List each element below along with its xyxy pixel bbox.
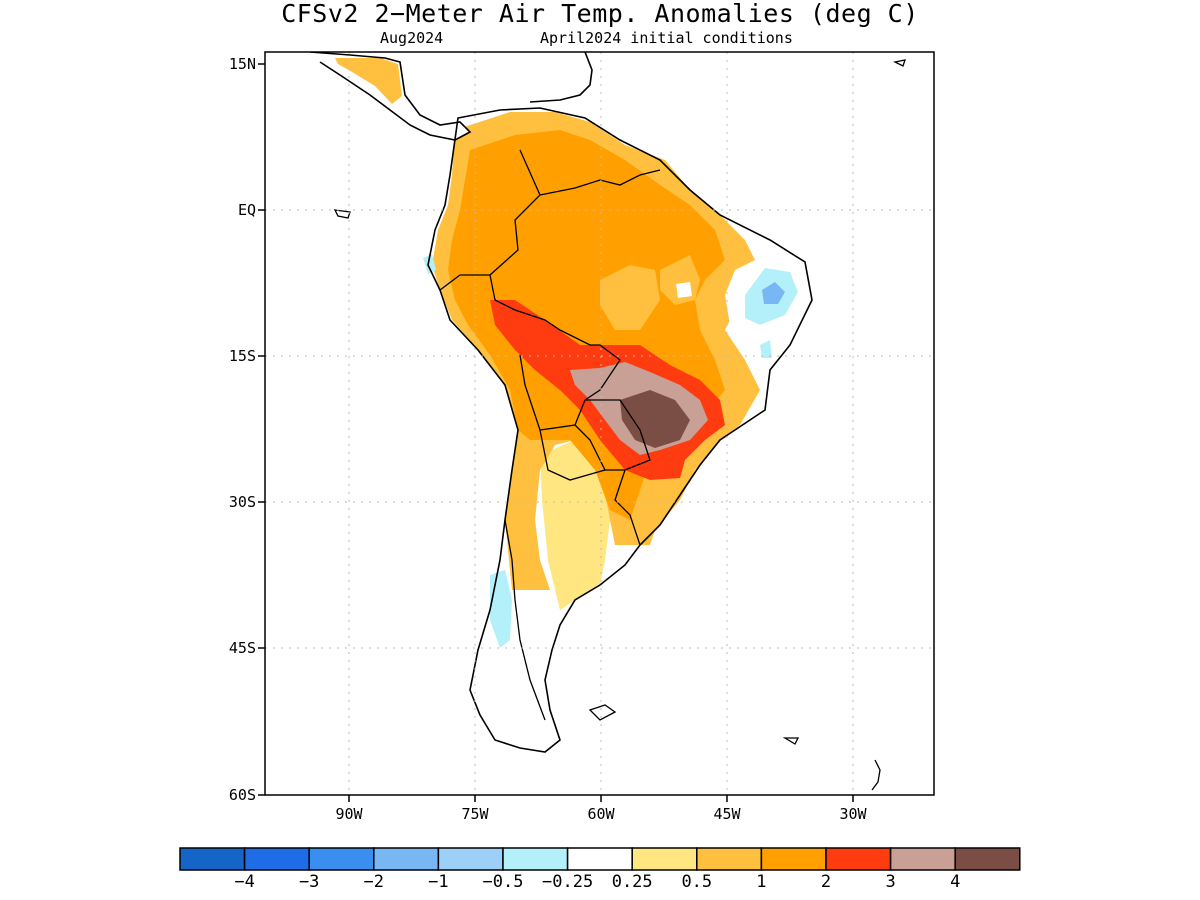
colorbar-swatch bbox=[373, 847, 440, 871]
lat-label-eq: EQ bbox=[237, 201, 256, 219]
colorbar-swatch bbox=[243, 847, 310, 871]
colorbar-label: −0.25 bbox=[542, 872, 594, 892]
lat-label-15n: 15N bbox=[228, 55, 256, 73]
colorbar-swatch bbox=[502, 847, 569, 871]
axis-ticks bbox=[258, 63, 854, 802]
anomaly-area-light-orange-patch bbox=[600, 265, 660, 330]
colorbar-swatch bbox=[954, 847, 1021, 871]
anomaly-area-central-america bbox=[335, 58, 402, 104]
lon-label-45w: 45W bbox=[713, 805, 741, 823]
colorbar-swatch bbox=[437, 847, 504, 871]
anomaly-area-chile-cyan bbox=[490, 570, 512, 648]
colorbar-label: −3 bbox=[298, 872, 320, 892]
anomaly-area-light-yellow bbox=[540, 440, 610, 610]
colorbar-label: −1 bbox=[428, 872, 449, 892]
lon-label-75w: 75W bbox=[461, 805, 489, 823]
lon-label-90w: 90W bbox=[335, 805, 363, 823]
colorbar-label: 0.25 bbox=[611, 872, 653, 892]
anomaly-area-white-spot bbox=[676, 282, 692, 298]
colorbar-label: 3 bbox=[885, 872, 896, 892]
anomaly-area-light-cyan-2 bbox=[760, 340, 772, 358]
anomaly-area-dark-brown bbox=[620, 390, 690, 448]
anomaly-area-light-blue bbox=[762, 282, 785, 304]
lat-label-60s: 60S bbox=[228, 786, 256, 804]
colorbar-swatch bbox=[566, 847, 633, 871]
islands bbox=[333, 59, 906, 791]
colorbar-swatch bbox=[308, 847, 375, 871]
colorbar-label: 1 bbox=[756, 872, 767, 892]
map-frame bbox=[264, 51, 935, 796]
colorbar-swatch bbox=[631, 847, 698, 871]
coastlines bbox=[309, 52, 813, 753]
colorbar-label: −0.5 bbox=[482, 872, 524, 892]
forecast-month: Aug2024 bbox=[380, 29, 444, 47]
lat-label-45s: 45S bbox=[228, 639, 256, 657]
colorbar-label: 0.5 bbox=[681, 872, 713, 892]
colorbar-swatch bbox=[760, 847, 827, 871]
colorbar-label: −2 bbox=[363, 872, 385, 892]
colorbar-swatch bbox=[179, 847, 246, 871]
country-borders bbox=[439, 149, 661, 721]
initial-conditions: April2024 initial conditions bbox=[540, 29, 793, 47]
lon-label-30w: 30W bbox=[839, 805, 867, 823]
lat-label-30s: 30S bbox=[228, 493, 256, 511]
lat-label-15s: 15S bbox=[228, 347, 256, 365]
colorbar-label: 4 bbox=[950, 872, 961, 892]
colorbar-swatch bbox=[889, 847, 956, 871]
map-title: CFSv2 2−Meter Air Temp. Anomalies (deg C… bbox=[281, 0, 919, 28]
colorbar-label: −4 bbox=[234, 872, 255, 892]
lon-label-60w: 60W bbox=[587, 805, 615, 823]
colorbar-swatch bbox=[696, 847, 763, 871]
colorbar-label: 2 bbox=[820, 872, 832, 892]
colorbar-swatch bbox=[825, 847, 892, 871]
anomaly-area-ecuador-cyan bbox=[423, 254, 436, 274]
